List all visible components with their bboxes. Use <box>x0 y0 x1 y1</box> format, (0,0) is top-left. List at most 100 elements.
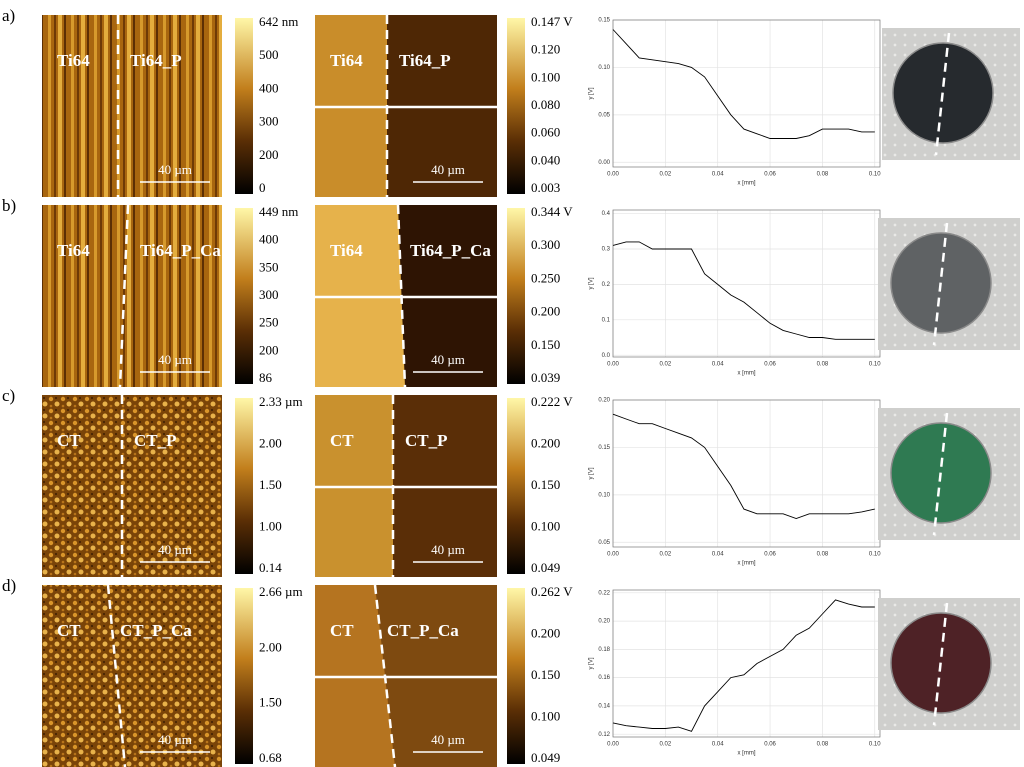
colorbar <box>235 588 253 764</box>
region-label: Ti64 <box>57 241 90 260</box>
colorbar <box>507 208 525 384</box>
colorbar-label: 0.14 <box>259 560 282 575</box>
boundary <box>396 204 407 388</box>
colorbar-label: 2.00 <box>259 639 282 654</box>
colorbar-label: 449 nm <box>259 204 298 219</box>
panel-label: b) <box>2 196 16 215</box>
y-tick-label: 0.10 <box>598 492 610 498</box>
x-tick-label: 0.02 <box>660 552 672 558</box>
colorbar-label: 0.344 V <box>531 204 573 219</box>
colorbar-label: 0.100 <box>531 708 560 723</box>
afm-image <box>42 15 222 197</box>
y-axis-label: y [V] <box>589 277 595 289</box>
region-label: CT_P_Ca <box>387 621 459 640</box>
region-label: Ti64_P_Ca <box>140 241 221 260</box>
x-tick-label: 0.06 <box>764 552 776 558</box>
x-tick-label: 0.02 <box>660 172 672 178</box>
x-tick-label: 0.10 <box>869 172 881 178</box>
region-label: Ti64_P <box>130 51 182 70</box>
colorbar-label: 0.120 <box>531 42 560 57</box>
y-axis-label: y [V] <box>589 467 595 479</box>
x-tick-label: 0.10 <box>869 362 881 368</box>
colorbar-label: 0.250 <box>531 270 560 285</box>
x-tick-label: 0.08 <box>817 552 829 558</box>
colorbar <box>235 398 253 574</box>
y-axis-label: y [V] <box>589 87 595 99</box>
y-tick-label: 0.4 <box>602 211 611 217</box>
colorbar-label: 500 <box>259 47 279 62</box>
panel-label: c) <box>2 386 15 405</box>
y-tick-label: 0.10 <box>598 65 610 71</box>
colorbar-label: 86 <box>259 370 273 385</box>
colorbar-label: 0.039 <box>531 370 560 385</box>
colorbar-label: 300 <box>259 114 279 129</box>
y-tick-label: 0.3 <box>602 247 611 253</box>
panel-label: a) <box>2 6 15 25</box>
photo-boundary <box>932 602 949 726</box>
colorbar-label: 2.00 <box>259 435 282 450</box>
region-label: Ti64 <box>330 241 363 260</box>
colorbar-label: 300 <box>259 287 279 302</box>
colorbar-label: 0.222 V <box>531 394 573 409</box>
colorbar-label: 0.150 <box>531 337 560 352</box>
x-tick-label: 0.04 <box>712 742 724 748</box>
afm-image <box>42 205 222 387</box>
y-tick-label: 0.16 <box>598 675 610 681</box>
colorbar-label: 642 nm <box>259 14 298 29</box>
colorbar-label: 400 <box>259 80 279 95</box>
colorbar-label: 0.68 <box>259 750 282 765</box>
colorbar-label: 350 <box>259 259 279 274</box>
x-tick-label: 0.06 <box>764 362 776 368</box>
region-label: CT_P_Ca <box>120 621 192 640</box>
colorbar-label: 0.003 <box>531 180 560 195</box>
scale-label: 40 µm <box>431 352 465 367</box>
x-axis-label: x [mm] <box>738 751 756 757</box>
x-axis-label: x [mm] <box>738 181 756 187</box>
scale-label: 40 µm <box>431 732 465 747</box>
y-tick-label: 0.20 <box>598 619 610 625</box>
y-axis-label: y [V] <box>589 657 595 669</box>
colorbar-label: 0.147 V <box>531 14 573 29</box>
photo-boundary <box>932 222 949 346</box>
colorbar-label: 0.150 <box>531 667 560 682</box>
boundary <box>118 204 130 388</box>
plot-frame <box>612 19 881 168</box>
scale-label: 40 µm <box>158 352 192 367</box>
region-label: CT_P <box>134 431 177 450</box>
y-tick-label: 0.0 <box>602 353 611 359</box>
plot-frame <box>612 209 881 358</box>
colorbar-label: 0.040 <box>531 152 560 167</box>
region-label: Ti64_P_Ca <box>410 241 491 260</box>
x-tick-label: 0.06 <box>764 172 776 178</box>
colorbar-label: 0.049 <box>531 750 560 765</box>
scale-label: 40 µm <box>158 162 192 177</box>
region-label: Ti64 <box>57 51 90 70</box>
x-tick-label: 0.04 <box>712 172 724 178</box>
colorbar-label: 0.060 <box>531 125 560 140</box>
afm-image <box>42 395 222 577</box>
y-tick-label: 0.20 <box>598 398 610 404</box>
colorbar-label: 0.262 V <box>531 584 573 599</box>
x-tick-label: 0.08 <box>817 172 829 178</box>
y-tick-label: 0.05 <box>598 540 610 546</box>
colorbar-label: 0.200 <box>531 625 560 640</box>
profile-curve <box>612 29 875 139</box>
colorbar-label: 0 <box>259 180 266 195</box>
y-tick-label: 0.15 <box>598 18 610 24</box>
x-tick-label: 0.02 <box>660 362 672 368</box>
boundary <box>106 584 127 767</box>
region-label: Ti64 <box>330 51 363 70</box>
colorbar-label: 250 <box>259 315 279 330</box>
colorbar-label: 2.33 µm <box>259 394 303 409</box>
x-tick-label: 0.08 <box>817 742 829 748</box>
colorbar-label: 0.200 <box>531 304 560 319</box>
colorbar-label: 1.50 <box>259 695 282 710</box>
profile-curve <box>612 599 875 732</box>
afm-image <box>42 585 222 767</box>
colorbar-label: 0.080 <box>531 97 560 112</box>
photo-boundary <box>934 32 951 156</box>
y-tick-label: 0.1 <box>602 317 611 323</box>
colorbar-label: 0.100 <box>531 69 560 84</box>
x-tick-label: 0.08 <box>817 362 829 368</box>
